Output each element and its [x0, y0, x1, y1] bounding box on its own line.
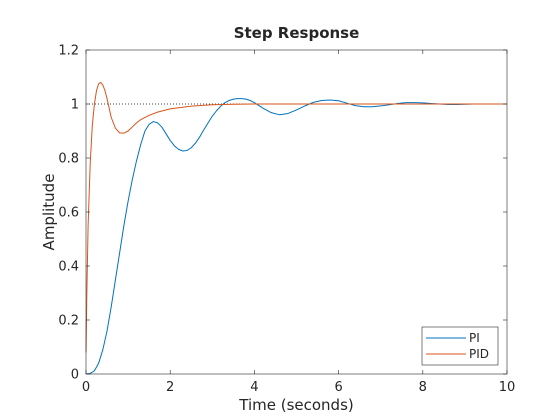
- x-axis-label: Time (seconds): [238, 396, 354, 414]
- y-tick-label: 0.4: [58, 260, 79, 275]
- x-tick-label: 2: [166, 380, 174, 395]
- x-tick-label: 4: [250, 380, 258, 395]
- y-tick-label: 0.6: [58, 206, 79, 221]
- x-tick-label: 10: [499, 380, 516, 395]
- legend: PI PID: [421, 326, 499, 366]
- series-line-pid: [85, 81, 507, 353]
- chart-title: Step Response: [234, 24, 360, 42]
- y-tick-label: 0.2: [58, 314, 79, 329]
- legend-entry-pid: PID: [469, 347, 489, 361]
- x-tick-label: 0: [82, 380, 90, 395]
- series-layer: [85, 81, 507, 375]
- axes-background: [86, 50, 507, 374]
- y-tick-label: 1: [71, 98, 79, 113]
- tick-layer: 0 2 4 6 8 10 0 0.2 0.4 0.6 0.8 1 1.2: [58, 44, 515, 396]
- legend-box: [421, 326, 499, 366]
- y-axis-label: Amplitude: [40, 174, 58, 251]
- legend-entry-pi: PI: [469, 331, 480, 345]
- y-tick-label: 0.8: [58, 152, 79, 167]
- series-line-pi: [85, 98, 486, 375]
- x-tick-label: 8: [419, 380, 427, 395]
- y-tick-label: 1.2: [58, 44, 79, 59]
- y-tick-label: 0: [71, 368, 79, 383]
- axes: 0 2 4 6 8 10 0 0.2 0.4 0.6 0.8 1 1.2: [58, 44, 515, 396]
- x-tick-label: 6: [334, 380, 342, 395]
